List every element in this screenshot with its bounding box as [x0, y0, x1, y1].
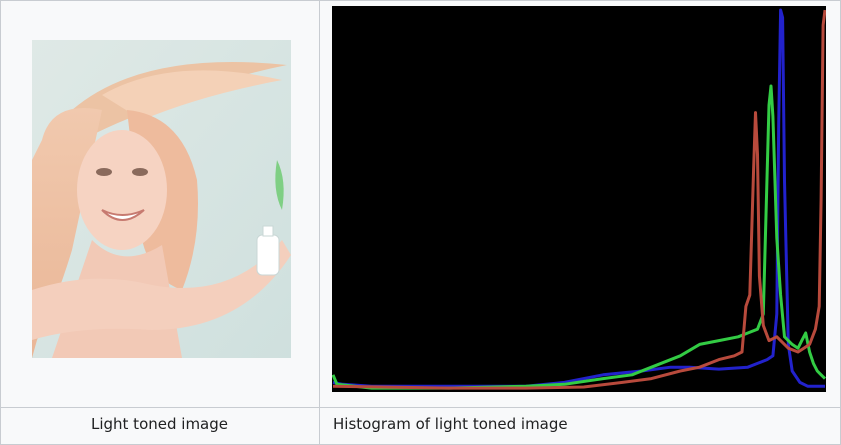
light-toned-photo [32, 40, 291, 358]
histogram-cell [320, 1, 841, 408]
histogram-chart [332, 6, 826, 392]
image-caption: Light toned image [90, 415, 228, 433]
image-caption-cell [1, 408, 320, 444]
histogram-caption: Histogram of light toned image [333, 415, 568, 433]
histogram-series-2 [332, 9, 826, 390]
photo-illustration [32, 40, 291, 358]
histogram-svg [332, 6, 826, 392]
image-cell [1, 1, 320, 408]
